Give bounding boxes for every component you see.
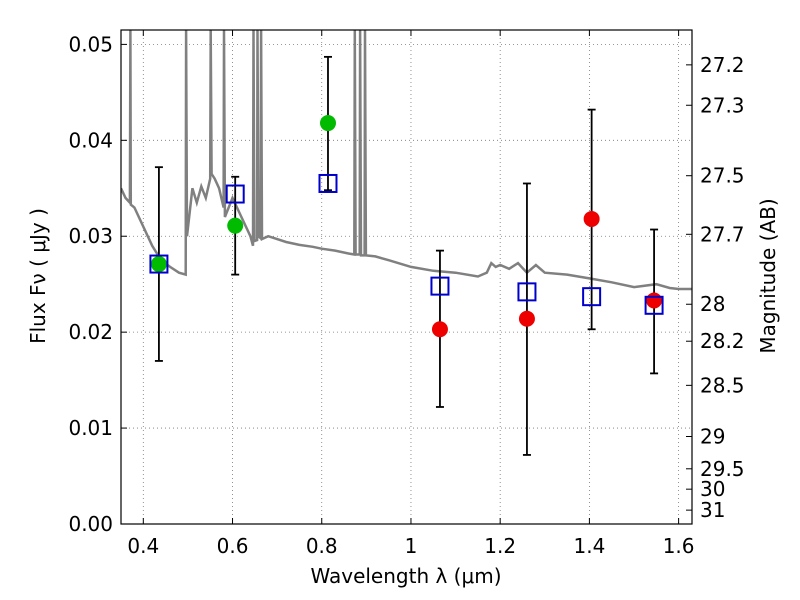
y2-axis-title: Magnitude (AB) [756,198,780,353]
mag-tick-label: 29.5 [700,457,745,481]
data-point [319,115,336,132]
grid [121,30,692,524]
mag-tick-label: 28 [700,292,725,316]
axes-frame [120,29,693,525]
model-photometry-point [582,287,602,307]
model-photometry-point [644,295,664,315]
y-tick-label: 0.01 [68,416,113,440]
x-tick-label: 1.4 [573,534,605,558]
y-tick-label: 0.03 [68,224,113,248]
mag-tick-label: 29 [700,425,725,449]
mag-tick-label: 28.5 [700,373,745,397]
x-axis: 0.4 0.6 0.8 1 1.2 1.4 1.6 [127,30,695,558]
model-photometry-point [430,276,450,296]
model-photometry-point [517,282,537,302]
data-point [227,217,244,234]
mag-tick-label: 27.5 [700,164,745,188]
data-point [431,321,448,338]
data-point [150,256,167,273]
data-point [518,310,535,327]
x-tick-label: 1 [405,534,418,558]
y-tick-label: 0.00 [68,512,113,536]
mag-tick-label: 30 [700,477,725,501]
y-axis-left: 0.00 0.01 0.02 0.03 0.04 0.05 [68,32,127,536]
mag-tick-label: 31 [700,498,725,522]
x-axis-title: Wavelength λ (μm) [310,564,501,588]
y-tick-label: 0.05 [68,32,113,56]
model-spectrum-line [121,30,692,291]
x-tick-label: 0.4 [127,534,159,558]
x-tick-label: 0.8 [306,534,338,558]
x-tick-label: 1.2 [484,534,516,558]
mag-tick-label: 27.2 [700,53,745,77]
data-point [646,292,663,309]
data-point [583,210,600,227]
mag-tick-label: 27.3 [700,93,745,117]
x-tick-label: 0.6 [217,534,249,558]
y-tick-label: 0.04 [68,128,113,152]
model-photometry-point [149,254,169,274]
x-tick-label: 1.6 [663,534,695,558]
y-tick-label: 0.02 [68,320,113,344]
model-photometry-point [225,184,245,204]
y-axis-title: Flux Fν ( μJy ) [26,208,50,344]
plot-area [121,30,692,456]
model-photometry-point [318,173,338,193]
mag-tick-label: 28.2 [700,329,745,353]
mag-tick-label: 27.7 [700,222,745,246]
